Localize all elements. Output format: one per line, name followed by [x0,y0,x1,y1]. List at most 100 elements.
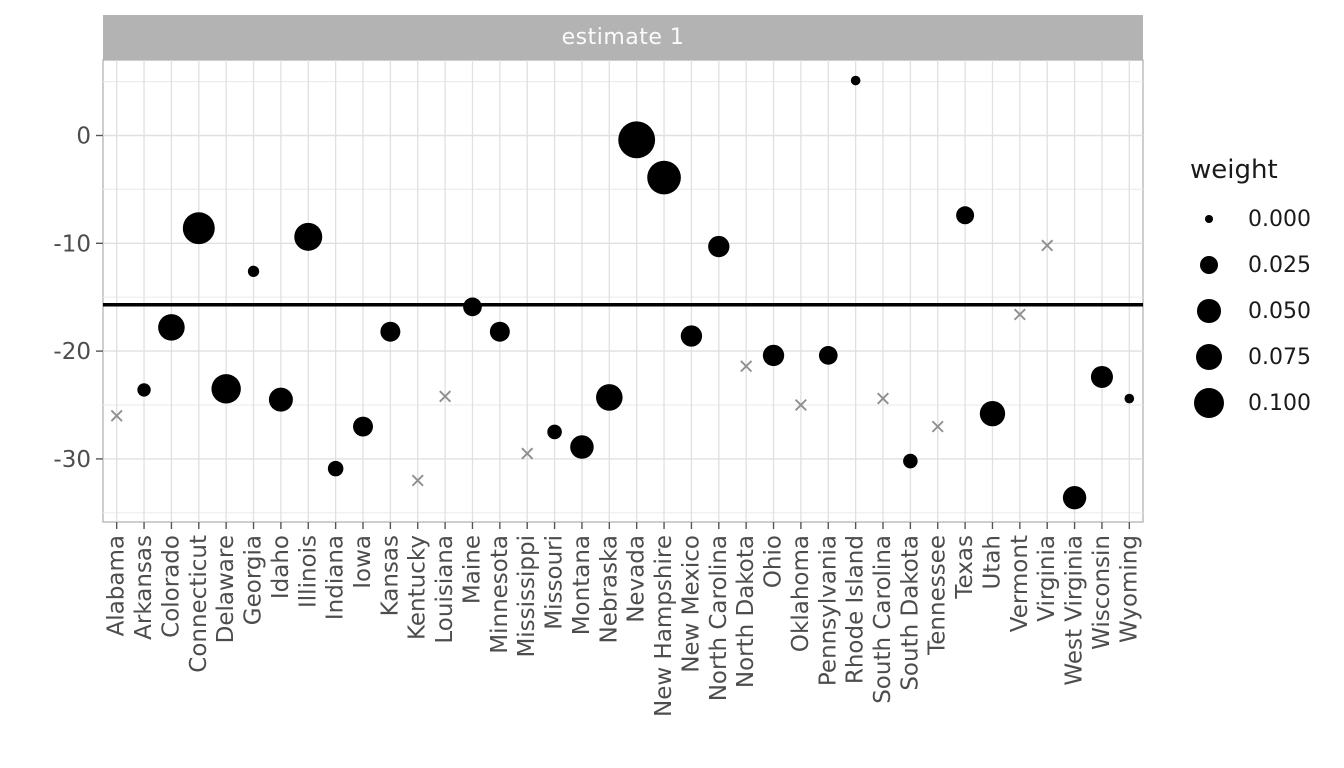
legend-key [1190,380,1228,426]
x-tick-label: South Dakota [897,535,923,691]
x-tick-label: New Mexico [678,535,704,673]
y-tick-label: -30 [53,447,91,473]
legend-title: weight [1190,155,1278,185]
x-tick-label: Pennsylvania [815,535,841,686]
legend-entry: 0.100 [1190,380,1340,426]
x-tick-label: Tennessee [925,535,951,656]
x-tick-label: Vermont [1007,535,1033,632]
data-point-circle [463,297,482,317]
x-tick-label: Illinois [295,535,321,608]
x-tick-label: Colorado [158,535,184,638]
legend-key-circle [1197,299,1221,323]
data-point-cross [439,390,452,403]
legend-key-circle [1195,343,1223,371]
legend-key [1190,196,1228,242]
data-point-circle [247,265,260,277]
legend-key-circle [1199,255,1219,275]
x-tick-label: Georgia [241,535,267,625]
y-tick-label: 0 [76,124,91,150]
legend-entry-label: 0.075 [1248,344,1311,370]
x-tick-label: North Carolina [706,535,732,701]
data-point-circle [762,344,785,367]
x-tick-label: Louisiana [432,535,458,644]
x-tick-label: Rhode Island [843,535,869,684]
x-tick-label: Mississippi [514,535,540,658]
data-point-cross [877,392,889,405]
facet-strip: estimate 1 [103,15,1143,60]
y-tick-label: -20 [53,339,91,365]
x-tick-label: Kansas [377,535,403,616]
data-point-circle [618,121,656,159]
legend-key-circle [1205,215,1213,223]
legend-key [1190,288,1228,334]
legend-entry-label: 0.050 [1248,298,1311,324]
legend: weight 0.000 0.025 0.050 0.075 0.100 [1190,155,1340,435]
data-point-circle [596,384,623,411]
x-tick-label: Idaho [268,535,294,599]
data-point-circle [850,75,861,86]
legend-entry-label: 0.000 [1248,206,1311,232]
data-point-circle [818,346,838,365]
x-tick-label: Virginia [1034,535,1060,622]
data-point-circle [547,424,562,440]
data-point-circle [708,235,730,258]
x-tick-label: Iowa [350,535,376,589]
data-point-cross [931,420,944,433]
data-point-circle [211,374,241,404]
x-tick-label: Wyoming [1116,535,1142,643]
x-tick-label: Alabama [104,535,130,636]
x-tick-label: Kentucky [405,535,431,640]
x-tick-label: North Dakota [733,535,759,688]
data-point-circle [137,383,151,397]
data-point-cross [794,399,807,411]
x-tick-label: Utah [979,535,1005,590]
x-tick-label: Arkansas [131,535,157,640]
data-point-circle [489,321,510,342]
data-point-cross [740,360,753,373]
x-tick-label: Wisconsin [1089,535,1115,650]
legend-key-circle [1194,388,1224,418]
data-point-cross [1013,308,1026,321]
data-point-circle [1090,365,1113,388]
legend-key [1190,334,1228,380]
legend-key [1190,242,1228,288]
data-point-circle [380,321,401,342]
data-point-circle [294,222,323,251]
x-tick-label: Maine [459,535,485,604]
data-point-cross [110,409,123,422]
legend-entry: 0.000 [1190,196,1340,242]
y-tick-label: -10 [53,231,91,257]
x-tick-label: Nevada [624,535,650,623]
x-tick-label: Minnesota [487,535,513,654]
data-point-circle [979,400,1006,427]
legend-entry-label: 0.025 [1248,252,1311,278]
x-tick-label: Missouri [542,535,568,630]
legend-entry-label: 0.100 [1248,390,1311,416]
x-tick-label: Delaware [213,535,239,643]
data-point-circle [327,460,344,477]
data-point-cross [1041,239,1054,252]
x-tick-label: Ohio [761,535,787,588]
data-point-circle [1062,486,1087,510]
x-tick-label: Texas [952,535,978,600]
facet-title: estimate 1 [561,25,685,50]
x-tick-label: Indiana [323,535,349,620]
data-point-circle [1124,393,1135,404]
x-tick-label: Oklahoma [788,535,814,652]
legend-entry: 0.075 [1190,334,1340,380]
data-point-circle [680,325,703,347]
x-tick-label: Montana [569,535,595,635]
data-point-circle [182,212,215,245]
data-point-circle [903,453,918,469]
data-point-circle [570,435,594,459]
x-tick-label: South Carolina [870,535,896,704]
data-point-circle [956,206,975,225]
data-point-circle [353,416,373,437]
data-point-circle [268,387,293,412]
data-point-cross [411,474,424,487]
data-point-circle [158,314,185,341]
x-tick-label: West Virginia [1062,535,1088,686]
legend-entry: 0.050 [1190,288,1340,334]
